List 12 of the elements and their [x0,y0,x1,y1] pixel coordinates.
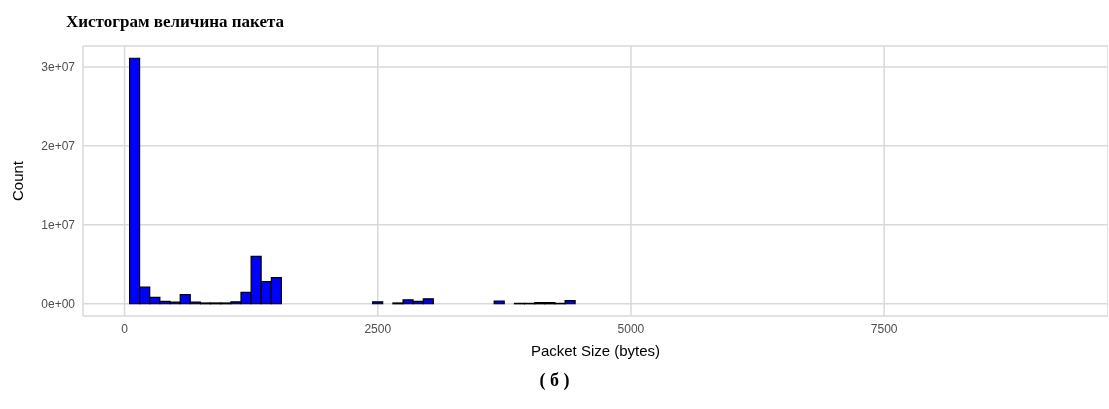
x-tick-label: 0 [121,321,129,336]
y-tick-label: 3e+07 [41,60,76,75]
chart-title: Хистограм величина пакета [66,12,285,32]
x-axis-title: Packet Size (bytes) [530,342,661,359]
x-tick-label: 7500 [870,321,898,336]
y-axis-title: Count [9,160,27,202]
y-tick-label: 2e+07 [41,139,76,154]
y-tick-label: 1e+07 [41,218,76,233]
x-tick-label: 5000 [617,321,645,336]
text: ( б ) [538,370,571,391]
y-tick-label: 0e+00 [41,297,76,312]
x-tick-label: 2500 [364,321,392,336]
